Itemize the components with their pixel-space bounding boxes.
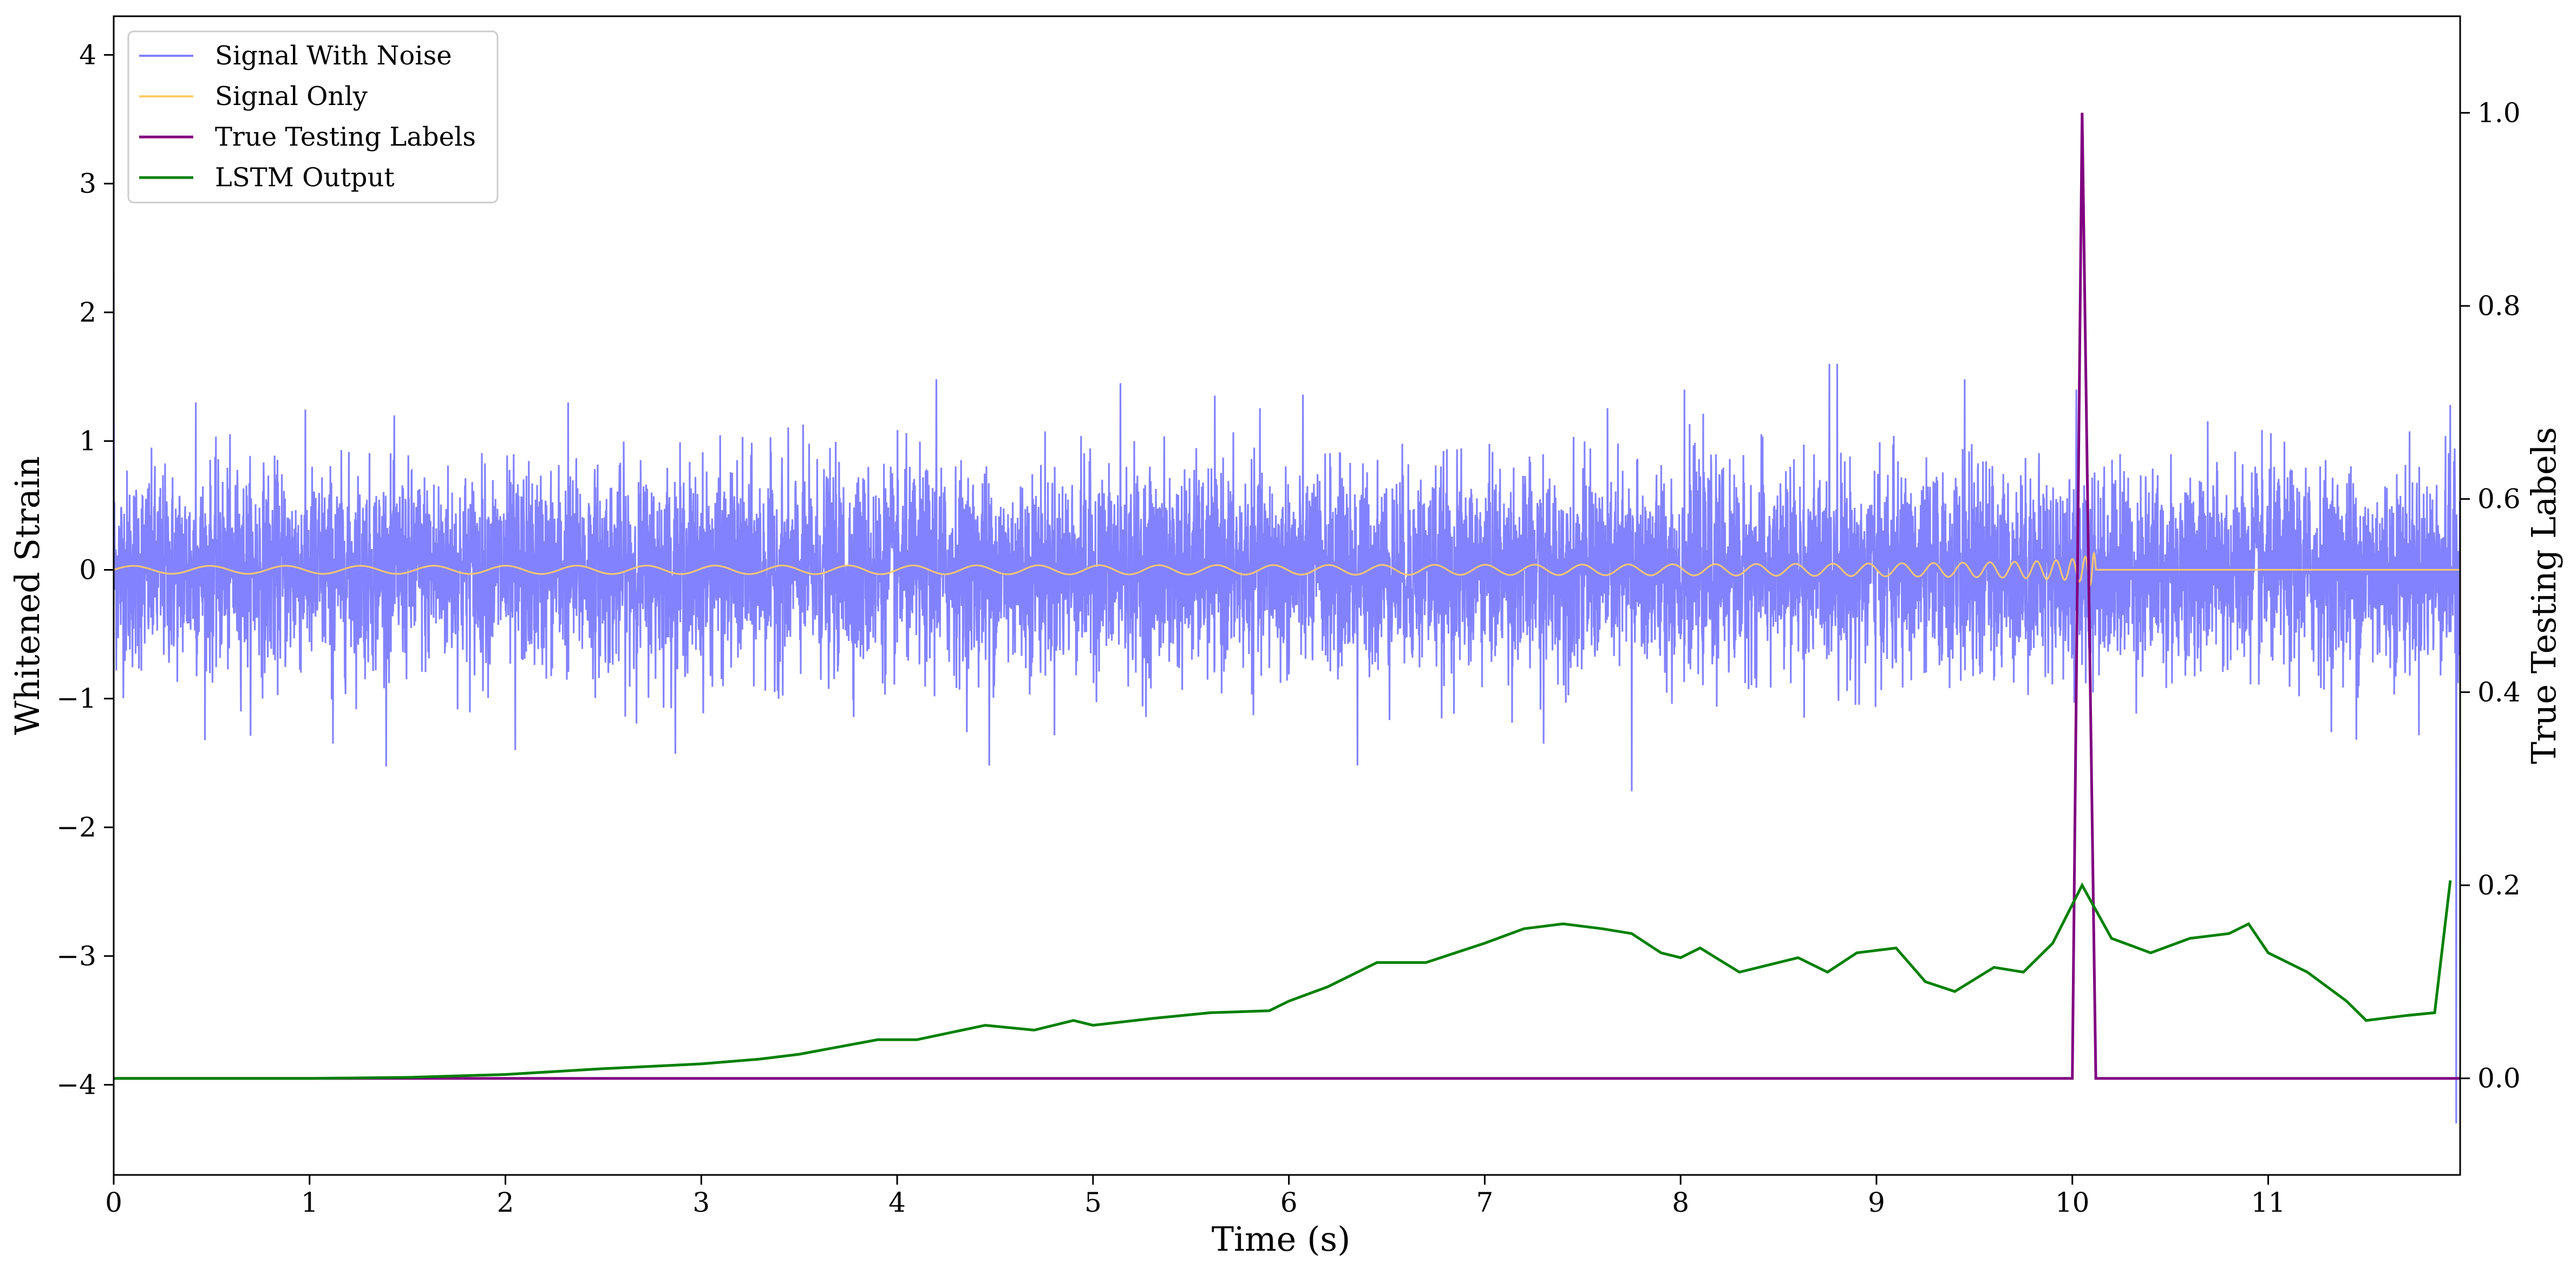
y-axis-ticks: 4 3 2 1 0 −1 −2 −3 −4 xyxy=(56,39,114,1101)
x-tick-label: 2 xyxy=(497,1187,514,1218)
y-tick-label: −3 xyxy=(56,940,96,972)
y-tick-label: 0 xyxy=(79,554,96,585)
x-tick-label: 4 xyxy=(888,1187,906,1218)
x-tick-label: 9 xyxy=(1868,1187,1885,1218)
right-y-tick-label: 0.0 xyxy=(2477,1063,2521,1094)
x-tick-label: 5 xyxy=(1084,1187,1102,1218)
series-line-lstm-output xyxy=(114,880,2452,1080)
legend: Signal With Noise Signal Only True Testing… xyxy=(127,30,499,204)
y-axis-label: Whitened Strain xyxy=(8,456,47,735)
x-tick-label: 3 xyxy=(692,1187,710,1218)
legend-label-signal-with-noise: Signal With Noise xyxy=(215,41,452,71)
y-tick-label: −2 xyxy=(56,812,96,843)
y-tick-label: −4 xyxy=(56,1069,96,1101)
series-line-true-testing-labels xyxy=(114,113,2460,1080)
legend-box xyxy=(127,30,499,204)
legend-label-signal-only: Signal Only xyxy=(215,81,368,112)
plot-frame xyxy=(113,15,2461,1176)
right-y-tick-label: 0.2 xyxy=(2477,870,2521,901)
series-line-signal-only xyxy=(114,551,2460,587)
right-y-axis-ticks: 1.0 0.8 0.6 0.4 0.2 0.0 xyxy=(2460,97,2521,1094)
x-tick-label: 0 xyxy=(105,1187,122,1218)
right-y-tick-label: 0.6 xyxy=(2477,484,2521,515)
right-y-tick-label: 0.4 xyxy=(2477,676,2521,708)
series-line-signal-with-noise xyxy=(114,273,2460,1123)
y-tick-label: −1 xyxy=(56,683,96,714)
x-tick-label: 8 xyxy=(1672,1187,1689,1218)
y-tick-label: 4 xyxy=(79,39,96,70)
right-y-axis-label: True Testing Labels xyxy=(2524,427,2564,765)
y-tick-label: 2 xyxy=(79,297,96,328)
legend-label-lstm-output: LSTM Output xyxy=(215,162,395,193)
x-tick-label: 11 xyxy=(2251,1187,2286,1218)
right-y-tick-label: 1.0 xyxy=(2477,97,2521,128)
x-tick-label: 7 xyxy=(1476,1187,1493,1218)
x-tick-label: 10 xyxy=(2055,1187,2090,1218)
x-axis-ticks: 0 1 2 3 4 5 6 7 8 9 10 11 xyxy=(105,1175,2285,1218)
y-tick-label: 1 xyxy=(79,426,96,457)
x-axis-label: Time (s) xyxy=(1212,1219,1351,1259)
x-tick-label: 6 xyxy=(1280,1187,1298,1218)
series-layer xyxy=(114,113,2460,1123)
x-tick-label: 1 xyxy=(301,1187,318,1218)
y-tick-label: 3 xyxy=(79,168,96,199)
legend-label-true-testing-labels: True Testing Labels xyxy=(215,122,476,152)
right-y-tick-label: 0.8 xyxy=(2477,290,2521,322)
